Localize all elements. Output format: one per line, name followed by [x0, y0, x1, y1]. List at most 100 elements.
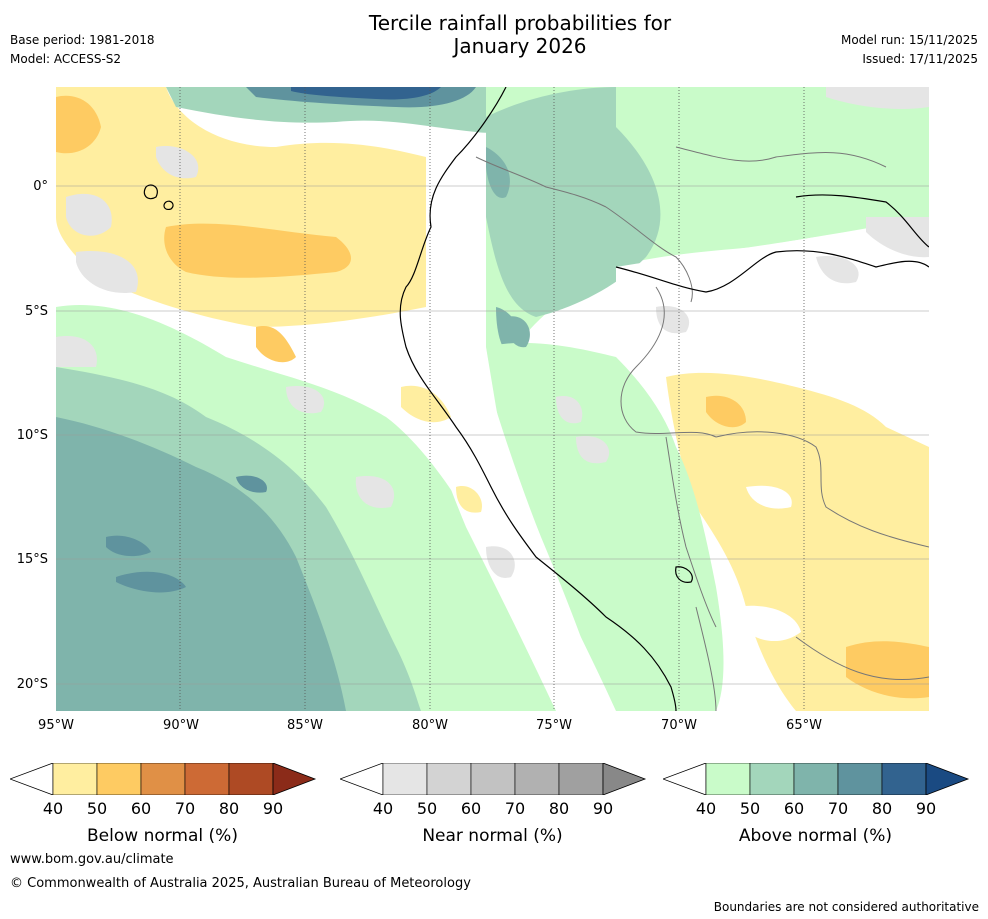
colorbar-tick-70: 70	[827, 799, 849, 818]
colorbar-tick-80: 80	[871, 799, 893, 818]
colorbar-tick-80: 80	[548, 799, 570, 818]
colorbar-below-normal	[8, 762, 320, 799]
border-colombia-brazil	[605, 206, 693, 303]
near-normal-patch-northeast	[866, 217, 929, 258]
issued-text: Issued: 17/11/2025	[862, 52, 978, 66]
colorbar-segment-50	[96, 762, 142, 796]
colorbar-segment-50	[426, 762, 472, 796]
base-period-text: Base period: 1981-2018	[10, 33, 155, 47]
above-normal-60-land-north	[486, 147, 510, 198]
below-normal-40-peru-coast	[401, 385, 451, 423]
below-normal-40-region-bolivia	[666, 372, 929, 711]
lon-label-70w: 70°W	[661, 718, 697, 733]
colorbar-segment-60	[793, 762, 839, 796]
colorbar-tick-90: 90	[592, 799, 614, 818]
colorbar-near-normal	[338, 762, 650, 799]
colorbar-segment-80	[228, 762, 274, 796]
colorbar-below-40-triangle	[661, 762, 707, 796]
lat-label-20s: 20°S	[16, 677, 48, 692]
footer-website: www.bom.gov.au/climate	[10, 852, 174, 867]
colorbar-segment-70	[184, 762, 230, 796]
colorbar-above-normal-label: Above normal (%)	[738, 826, 893, 846]
white-patch-bolivia	[746, 485, 792, 509]
near-normal-patch-amazon-1	[816, 256, 859, 284]
above-normal-50-land-north	[486, 87, 661, 317]
title-line-2: January 2026	[453, 34, 587, 58]
near-normal-patch-3	[156, 146, 199, 179]
colorbar-segment-70	[514, 762, 560, 796]
border-colombia-ecuador	[475, 156, 607, 208]
colorbar-segment-80	[558, 762, 604, 796]
above-normal-60-region-south-pacific	[56, 417, 346, 711]
lon-label-75w: 75°W	[536, 718, 572, 733]
coastline-orinoco	[795, 194, 929, 248]
title-line-1: Tercile rainfall probabilities for	[368, 11, 672, 35]
colorbar-tick-90: 90	[262, 799, 284, 818]
colorbar-tick-80: 80	[218, 799, 240, 818]
colorbar-tick-50: 50	[416, 799, 438, 818]
lat-label-0: 0°	[33, 179, 48, 194]
lon-label-65w: 65°W	[786, 718, 822, 733]
colorbar-segment-70	[837, 762, 883, 796]
lon-label-80w: 80°W	[412, 718, 448, 733]
probability-map	[56, 87, 929, 711]
near-normal-patch-1	[66, 193, 112, 236]
colorbar-tick-40: 40	[42, 799, 64, 818]
above-normal-60-patch-peru	[506, 316, 530, 348]
colorbar-below-normal-label: Below normal (%)	[87, 826, 238, 846]
colorbar-above-normal	[661, 762, 973, 799]
near-normal-patch-4	[56, 336, 97, 367]
colorbar-tick-50: 50	[86, 799, 108, 818]
below-normal-50-patch-nw	[56, 95, 101, 154]
lon-label-95w: 95°W	[38, 718, 74, 733]
meridians	[179, 87, 805, 711]
lat-label-10s: 10°S	[16, 428, 48, 443]
colorbar-below-40-triangle	[8, 762, 54, 796]
colorbar-near-normal-svg	[338, 762, 647, 796]
colorbar-tick-70: 70	[174, 799, 196, 818]
colorbar-over-90-triangle	[925, 762, 970, 796]
above-normal-80-top-band	[291, 87, 441, 100]
colorbar-above-normal-svg	[661, 762, 970, 796]
border-peru-bolivia	[665, 436, 717, 628]
map-title: Tercile rainfall probabilities for Janua…	[0, 12, 988, 58]
lon-label-90w: 90°W	[163, 718, 199, 733]
lake-titicaca	[675, 566, 693, 583]
colorbar-over-90-triangle	[272, 762, 317, 796]
colorbar-below-40-triangle	[338, 762, 384, 796]
country-borders	[475, 146, 929, 711]
colorbar-tick-50: 50	[739, 799, 761, 818]
colorbar-segment-50	[749, 762, 795, 796]
colorbar-tick-70: 70	[504, 799, 526, 818]
near-normal-patch-6	[355, 476, 395, 508]
colorbar-below-normal-svg	[8, 762, 317, 796]
below-normal-50-patch-bolivia	[706, 395, 746, 428]
colorbar-segment-40	[705, 762, 751, 796]
model-text: Model: ACCESS-S2	[10, 52, 122, 66]
coastline-amazon-river	[615, 250, 929, 293]
white-patch-south-east	[736, 605, 801, 642]
near-normal-patch-peru-3	[576, 436, 610, 464]
coastline	[143, 87, 929, 711]
lon-label-85w: 85°W	[287, 718, 323, 733]
near-normal-patch-peru-2	[486, 546, 515, 578]
model-run-text: Model run: 15/11/2025	[840, 33, 978, 47]
colorbar-segment-40	[52, 762, 98, 796]
lat-label-15s: 15°S	[16, 552, 48, 567]
colorbar-tick-90: 90	[915, 799, 937, 818]
colorbar-segment-60	[140, 762, 186, 796]
near-normal-patch-peru-1	[556, 396, 583, 424]
colorbar-segment-60	[470, 762, 516, 796]
border-bolivia-south	[795, 636, 929, 681]
below-normal-50-region-north	[164, 223, 351, 278]
border-chile-bolivia	[695, 606, 717, 711]
above-normal-70-patch-2	[116, 571, 186, 593]
near-normal-patch-top-right	[826, 87, 929, 109]
graticule	[56, 185, 929, 685]
colorbar-near-normal-label: Near normal (%)	[422, 826, 563, 846]
footer-disclaimer: Boundaries are not considered authoritat…	[713, 900, 979, 914]
near-normal-patch-2	[76, 251, 138, 293]
colorbar-tick-40: 40	[695, 799, 717, 818]
above-normal-70-patch-3	[236, 475, 267, 493]
colorbar-tick-60: 60	[130, 799, 152, 818]
